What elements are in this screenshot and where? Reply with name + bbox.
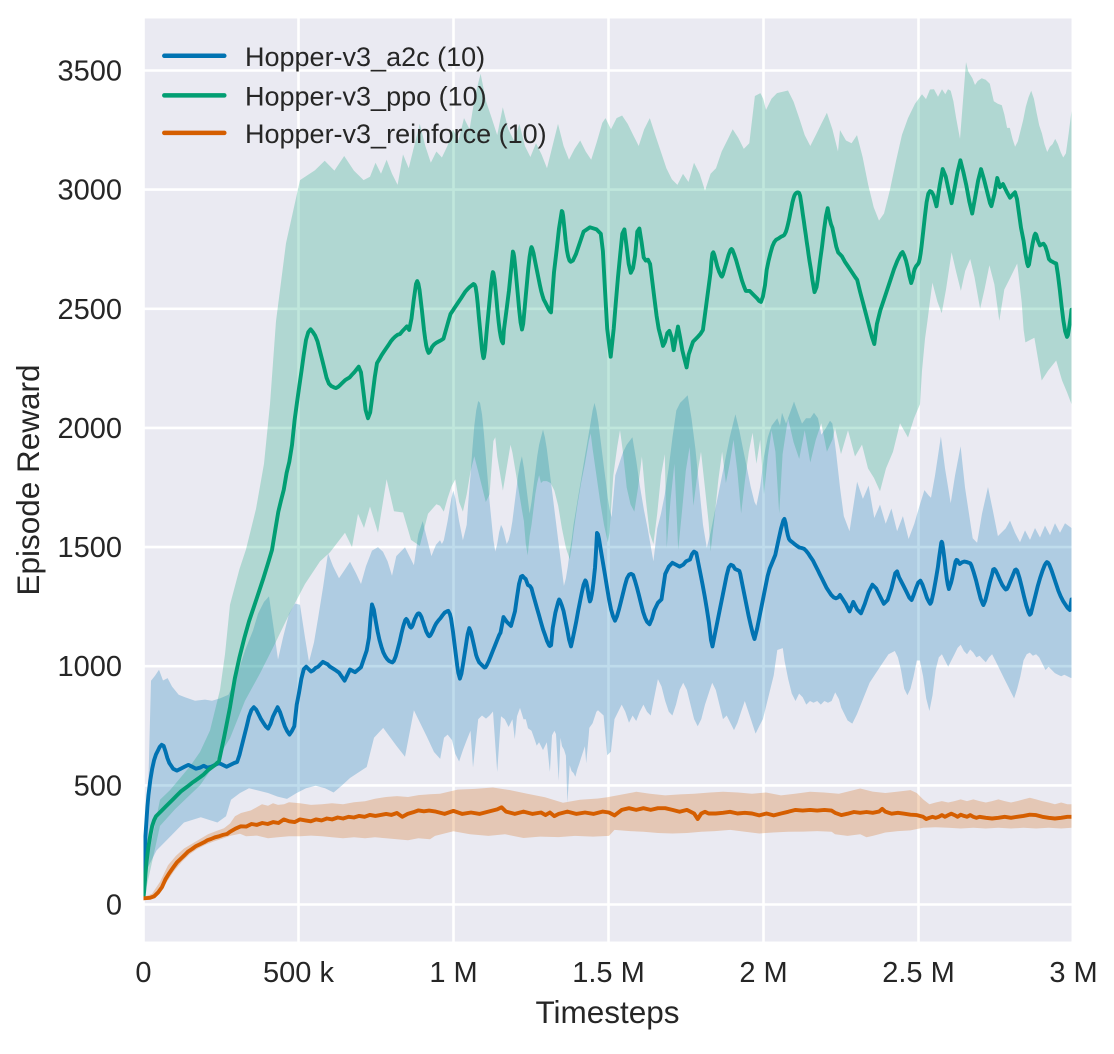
svg-text:2000: 2000 — [57, 413, 122, 445]
svg-text:Timesteps: Timesteps — [535, 994, 679, 1030]
svg-text:1.5 M: 1.5 M — [572, 957, 645, 989]
svg-text:Hopper-v3_a2c (10): Hopper-v3_a2c (10) — [245, 42, 485, 72]
svg-text:Episode Reward: Episode Reward — [10, 364, 46, 595]
svg-text:Hopper-v3_reinforce (10): Hopper-v3_reinforce (10) — [245, 119, 547, 149]
svg-text:1500: 1500 — [57, 532, 122, 564]
svg-text:1 M: 1 M — [429, 957, 477, 989]
svg-text:3000: 3000 — [57, 175, 122, 207]
svg-text:2.5 M: 2.5 M — [882, 957, 955, 989]
svg-text:Hopper-v3_ppo (10): Hopper-v3_ppo (10) — [245, 81, 487, 111]
svg-text:3 M: 3 M — [1049, 957, 1097, 989]
svg-text:3500: 3500 — [57, 56, 122, 88]
svg-text:500 k: 500 k — [263, 957, 334, 989]
svg-text:1000: 1000 — [57, 651, 122, 683]
svg-text:0: 0 — [135, 957, 151, 989]
svg-text:2500: 2500 — [57, 294, 122, 326]
svg-text:500: 500 — [74, 770, 122, 802]
svg-text:2 M: 2 M — [739, 957, 787, 989]
svg-text:0: 0 — [106, 890, 122, 922]
